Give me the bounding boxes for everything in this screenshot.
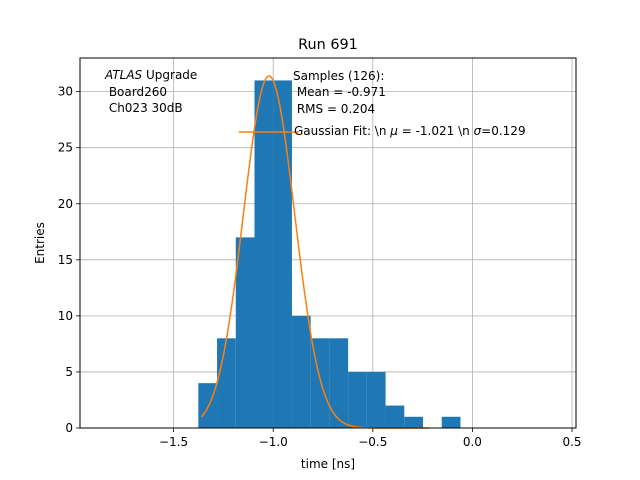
histogram-bars [198, 80, 461, 428]
histogram-bar [385, 405, 405, 428]
x-tick-label: −1.0 [259, 435, 288, 449]
y-tick-label: 30 [58, 85, 73, 99]
histogram-bar [329, 338, 349, 428]
histogram-bar [273, 80, 292, 428]
histogram-bar [198, 383, 218, 428]
plot-frame [79, 57, 577, 429]
rms-label: RMS = 0.204 [293, 102, 375, 116]
x-tick-label: 0.5 [562, 435, 581, 449]
y-axis-ticks: 0 5 10 15 20 25 30 [58, 85, 80, 435]
mean-label: Mean = -0.971 [293, 85, 386, 99]
y-tick-label: 5 [65, 365, 73, 379]
gaussian-fit-label: Gaussian Fit: \n μ = -1.021 \n σ=0.129 [294, 124, 526, 138]
y-axis-label: Entries [33, 222, 47, 264]
x-axis-label: time [ns] [301, 457, 355, 471]
atlas-italic-text: ATLAS [104, 68, 143, 82]
y-tick-label: 25 [58, 141, 73, 155]
fit-mid-text: = -1.021 \n [398, 124, 474, 138]
x-tick-label: 0.0 [463, 435, 482, 449]
samples-label: Samples (126): [293, 69, 384, 83]
histogram-bar [235, 237, 255, 428]
x-tick-label: −1.5 [159, 435, 188, 449]
histogram-bar [291, 315, 311, 428]
histogram-bar [441, 416, 461, 428]
y-tick-label: 20 [58, 197, 73, 211]
fit-end-text: =0.129 [481, 124, 525, 138]
y-tick-label: 10 [58, 309, 73, 323]
chart-title: Run 691 [298, 37, 358, 53]
histogram-bar [254, 80, 274, 428]
fit-mu-symbol: μ [389, 124, 398, 138]
board-label: Board260 [105, 85, 167, 99]
atlas-upgrade-text: Upgrade [142, 68, 197, 82]
histogram-bar [217, 338, 236, 428]
x-axis-ticks: −1.5 −1.0 −0.5 0.0 0.5 [159, 428, 582, 449]
x-tick-label: −0.5 [358, 435, 387, 449]
channel-label: Ch023 30dB [105, 101, 183, 115]
y-tick-label: 15 [58, 253, 73, 267]
histogram-bar [404, 416, 424, 428]
atlas-label: ATLAS Upgrade [104, 68, 197, 82]
fit-prefix-text: Gaussian Fit: \n [294, 124, 390, 138]
histogram-bar [366, 371, 386, 428]
y-tick-label: 0 [65, 421, 73, 435]
histogram-bar [348, 371, 367, 428]
fit-sigma-symbol: σ [474, 124, 482, 138]
